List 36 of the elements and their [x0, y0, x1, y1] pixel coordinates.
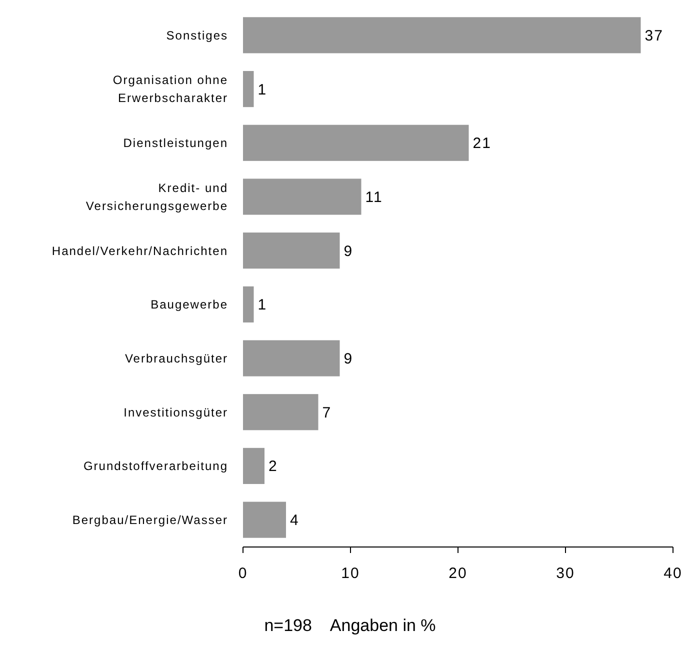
bar	[243, 394, 318, 430]
y-tick-label: Investitionsgüter	[124, 405, 228, 420]
data-label: 1	[258, 81, 268, 98]
y-tick-label: Grundstoffverarbeitung	[83, 459, 228, 474]
bar	[243, 71, 254, 108]
data-label: 2	[268, 458, 278, 476]
bar	[243, 340, 340, 376]
bar	[243, 286, 254, 322]
bar	[243, 502, 286, 538]
y-tick-label: Bergbau/Energie/Wasser	[72, 513, 228, 528]
bar	[243, 178, 362, 215]
bar	[243, 17, 641, 54]
data-label: 4	[290, 512, 300, 530]
bar	[243, 124, 469, 161]
x-tick-label: 30	[556, 565, 575, 582]
y-tick-label: Verbrauchsgüter	[124, 351, 228, 366]
data-label: 11	[365, 188, 383, 206]
x-tick-label: 20	[448, 565, 468, 582]
bar	[243, 232, 340, 269]
data-label: 9	[344, 242, 354, 260]
y-tick-label: Handel/Verkehr/Nachrichten	[52, 244, 228, 258]
x-tick-label: 40	[664, 565, 682, 582]
x-axis-title: n=198 Angaben in %	[264, 616, 436, 635]
data-label: 37	[644, 27, 664, 44]
y-tick-label: Sonstiges	[166, 28, 228, 42]
y-tick-label: Organisation ohne Erwerbscharakter	[112, 73, 228, 106]
x-tick-label: 10	[341, 565, 360, 582]
y-tick-label: Kredit- und Versicherungsgewerbe	[86, 180, 228, 213]
data-label: 1	[258, 296, 268, 314]
bar	[243, 448, 264, 484]
data-label: 7	[322, 404, 332, 422]
y-tick-label: Baugewerbe	[150, 298, 228, 312]
x-tick-label: 0	[238, 565, 248, 582]
data-label: 21	[472, 135, 492, 152]
y-tick-label: Dienstleistungen	[123, 136, 228, 150]
data-label: 9	[344, 350, 354, 368]
